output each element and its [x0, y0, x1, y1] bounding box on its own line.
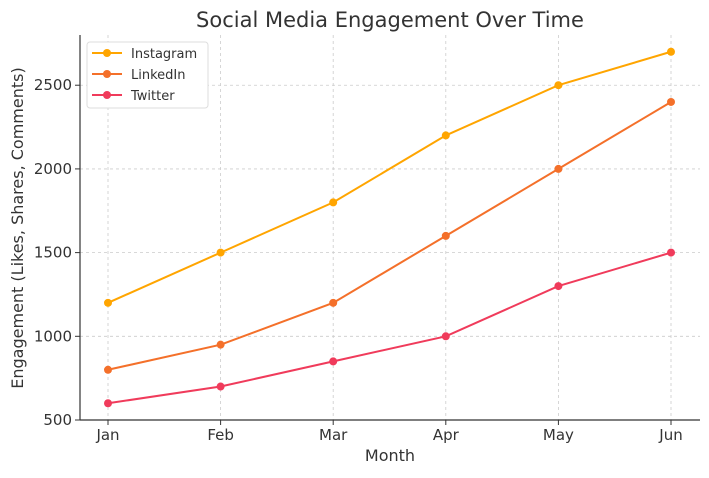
data-point-instagram	[554, 81, 563, 90]
legend: Instagram LinkedIn Twitter	[86, 41, 209, 109]
data-point-twitter	[216, 382, 225, 391]
x-axis-label: Month	[365, 446, 415, 465]
data-point-linkedin	[329, 298, 338, 307]
data-point-instagram	[441, 131, 450, 140]
data-point-twitter	[554, 282, 563, 291]
legend-label: LinkedIn	[131, 68, 185, 83]
x-tick-label: Jan	[95, 426, 119, 444]
y-axis-label: Engagement (Likes, Shares, Comments)	[8, 67, 27, 388]
y-tick-label: 1000	[34, 327, 72, 345]
y-tick-label: 1500	[34, 244, 72, 262]
y-tick-label: 2000	[34, 160, 72, 178]
legend-marker	[103, 49, 111, 57]
data-point-twitter	[441, 332, 450, 341]
axes: Jan Feb Mar Apr May Jun 500 1000 1500 2000 2500	[34, 35, 700, 444]
data-point-linkedin	[667, 97, 675, 106]
legend-box	[86, 41, 209, 109]
legend-label: Instagram	[131, 47, 197, 62]
data-point-instagram	[216, 248, 225, 257]
data-point-twitter	[104, 399, 112, 408]
data-point-linkedin	[554, 164, 563, 173]
data-point-instagram	[329, 198, 338, 207]
data-point-linkedin	[441, 231, 450, 240]
x-tick-label: May	[543, 426, 574, 444]
series-line-linkedin	[107, 101, 672, 371]
x-tick-label: Jun	[658, 426, 682, 444]
data-point-twitter	[667, 248, 675, 257]
data-point-instagram	[104, 298, 112, 307]
series-line-instagram	[107, 50, 672, 304]
x-tick-label: Feb	[207, 426, 234, 444]
data-point-twitter	[329, 357, 338, 366]
x-tick-label: Apr	[433, 426, 460, 444]
legend-marker	[103, 91, 111, 99]
data-point-linkedin	[216, 340, 225, 349]
data-point-instagram	[667, 47, 675, 56]
data-point-linkedin	[104, 365, 112, 374]
x-tick-label: Mar	[319, 426, 348, 444]
legend-marker	[103, 70, 111, 78]
legend-label: Twitter	[130, 89, 175, 104]
series-line-twitter	[107, 251, 672, 405]
y-tick-label: 500	[43, 411, 72, 429]
series-group	[104, 47, 675, 408]
y-tick-label: 2500	[34, 76, 72, 94]
chart-title: Social Media Engagement Over Time	[196, 8, 584, 32]
